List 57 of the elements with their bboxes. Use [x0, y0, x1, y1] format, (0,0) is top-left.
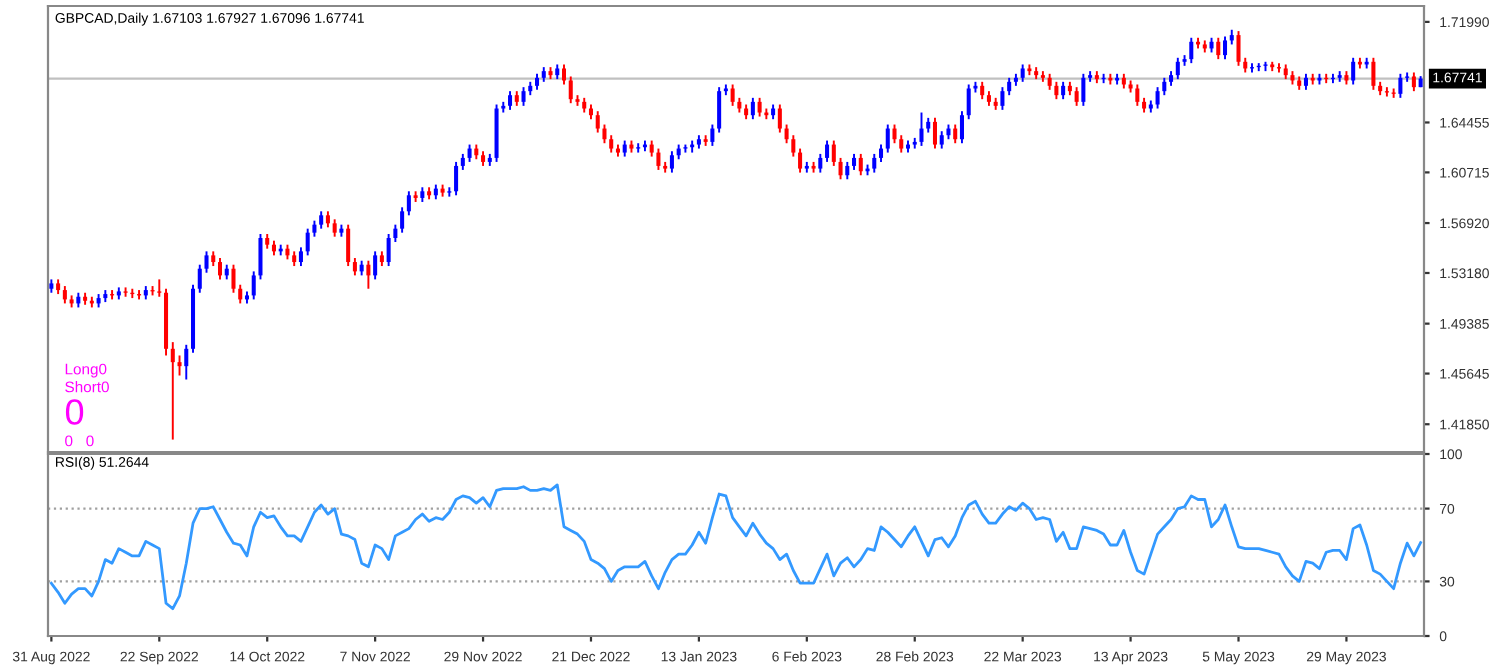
candlestick [669, 150, 674, 174]
candlestick [1411, 71, 1416, 93]
candlestick [454, 160, 459, 197]
candlestick [406, 190, 411, 217]
candlestick [157, 278, 162, 298]
candlestick [1135, 83, 1140, 107]
candlestick [400, 206, 405, 234]
candlestick [1371, 56, 1376, 91]
candlestick [959, 110, 964, 145]
candlestick [656, 147, 661, 171]
candlestick [386, 233, 391, 268]
candlestick [1236, 30, 1241, 67]
candlestick [831, 139, 836, 167]
candlestick [750, 96, 755, 121]
candlestick [1189, 36, 1194, 65]
candlestick [298, 246, 303, 268]
candlestick [858, 152, 863, 177]
candlestick [1223, 35, 1228, 61]
candlestick [777, 103, 782, 134]
candlestick [710, 123, 715, 147]
candlestick [798, 147, 803, 174]
candlestick [1081, 72, 1086, 107]
candlestick [508, 90, 513, 111]
candlestick [919, 111, 924, 147]
candlestick [305, 227, 310, 257]
candlestick [717, 86, 722, 134]
candlestick [217, 257, 223, 281]
candlestick [366, 259, 371, 290]
candlestick [892, 123, 897, 145]
candlestick [346, 223, 351, 268]
candlestick [730, 83, 735, 107]
candlestick [184, 343, 189, 381]
candlestick [1351, 56, 1356, 86]
candlestick [1000, 86, 1005, 111]
candlestick [1216, 36, 1221, 61]
annotation: 0 [65, 399, 84, 425]
candlestick [818, 152, 823, 174]
candlestick [872, 152, 877, 174]
candlestick [373, 250, 378, 281]
candlestick [197, 263, 202, 294]
candlestick [953, 123, 958, 145]
candlestick [966, 83, 971, 121]
candlestick [932, 116, 937, 150]
candlestick [170, 341, 175, 441]
candlestick [838, 156, 843, 181]
candlestick [1074, 86, 1079, 107]
candlestick [825, 139, 830, 163]
candlestick [177, 354, 182, 377]
candlestick [757, 96, 762, 118]
candlestick [1175, 56, 1180, 81]
line-series [49, 483, 1423, 611]
candlestick [885, 123, 890, 154]
candlestick [521, 86, 526, 107]
candlestick [1155, 86, 1160, 110]
candlestick [568, 75, 573, 105]
candlestick [1398, 72, 1403, 99]
candlestick [561, 63, 567, 86]
